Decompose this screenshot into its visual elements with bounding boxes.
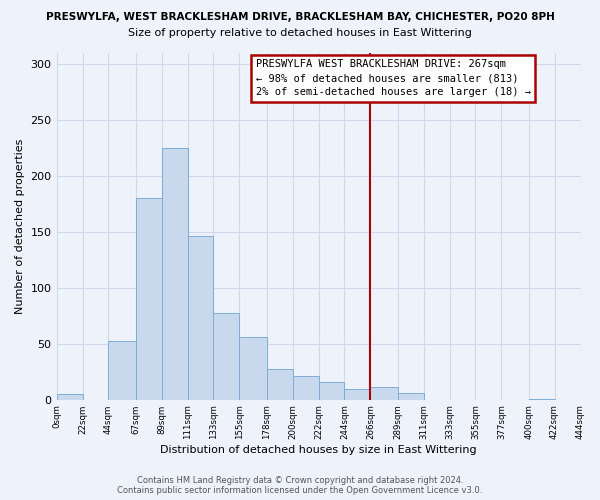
Bar xyxy=(239,337,266,400)
Bar xyxy=(398,393,424,400)
Text: Contains HM Land Registry data © Crown copyright and database right 2024.
Contai: Contains HM Land Registry data © Crown c… xyxy=(118,476,482,495)
Text: PRESWYLFA WEST BRACKLESHAM DRIVE: 267sqm
← 98% of detached houses are smaller (8: PRESWYLFA WEST BRACKLESHAM DRIVE: 267sqm… xyxy=(256,60,530,98)
Y-axis label: Number of detached properties: Number of detached properties xyxy=(15,138,25,314)
Bar xyxy=(266,370,293,400)
Bar xyxy=(370,388,398,400)
X-axis label: Distribution of detached houses by size in East Wittering: Distribution of detached houses by size … xyxy=(160,445,477,455)
Bar xyxy=(136,198,161,400)
Text: PRESWYLFA, WEST BRACKLESHAM DRIVE, BRACKLESHAM BAY, CHICHESTER, PO20 8PH: PRESWYLFA, WEST BRACKLESHAM DRIVE, BRACK… xyxy=(46,12,554,22)
Text: Size of property relative to detached houses in East Wittering: Size of property relative to detached ho… xyxy=(128,28,472,38)
Bar xyxy=(344,388,370,400)
Bar xyxy=(188,236,214,400)
Bar xyxy=(529,398,554,400)
Bar xyxy=(293,376,319,400)
Bar xyxy=(319,382,344,400)
Bar xyxy=(214,314,239,400)
Bar xyxy=(109,342,136,400)
Bar xyxy=(161,148,188,400)
Bar xyxy=(56,394,83,400)
